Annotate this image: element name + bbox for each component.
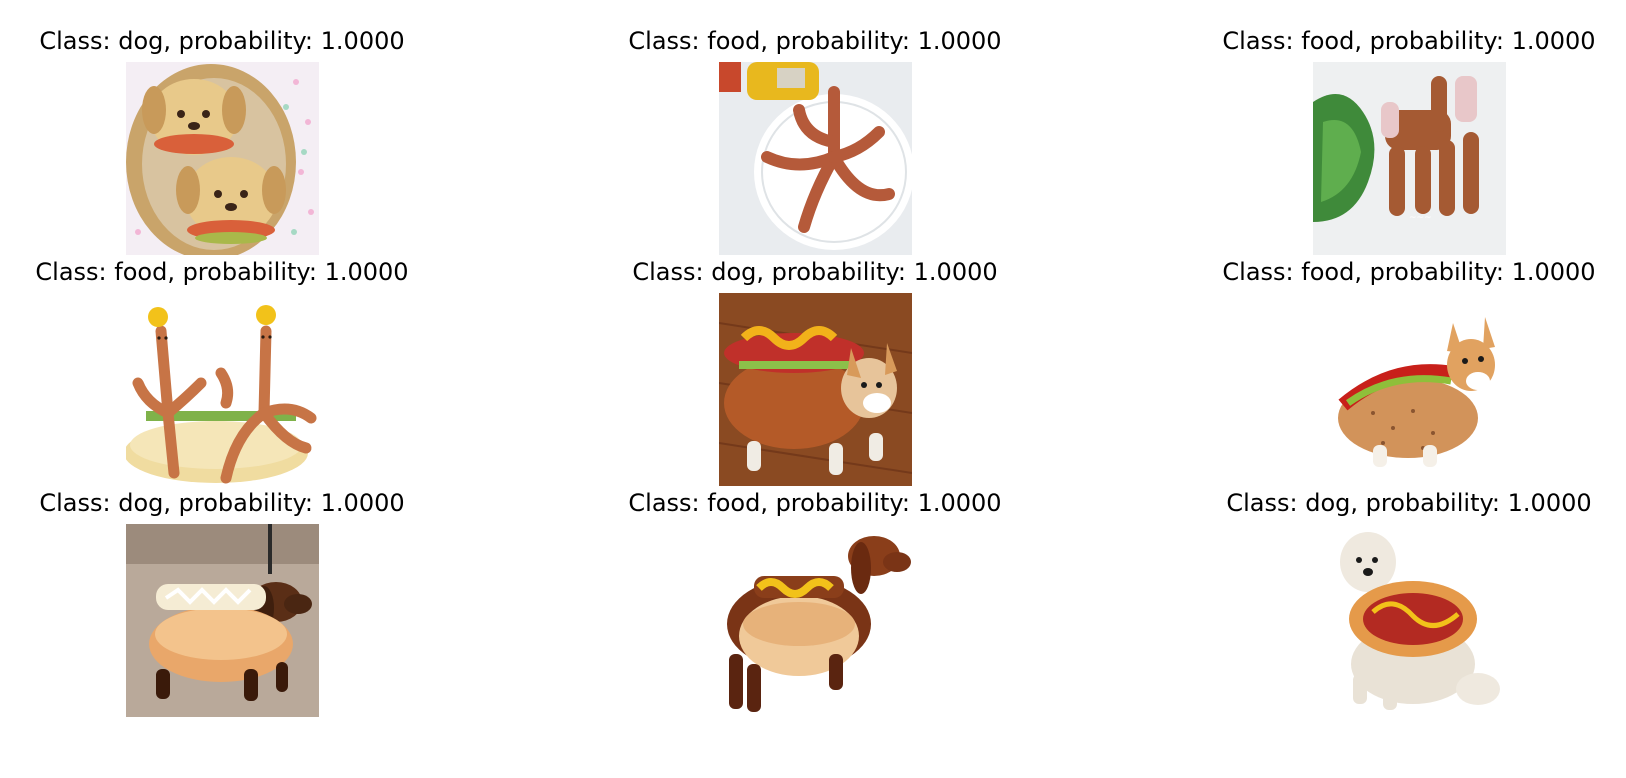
panel-8: Class: food, probability: 1.0000 [605, 467, 1025, 717]
panel-6: Class: food, probability: 1.0000 [1199, 236, 1619, 486]
panel-image-bread-puppy-buns [126, 62, 319, 255]
panel-4: Class: food, probability: 1.0000 [12, 236, 432, 486]
panel-image-corgi-hotdog-costume-floor [719, 293, 912, 486]
panel-title: Class: food, probability: 1.0000 [1222, 258, 1596, 286]
panel-title: Class: food, probability: 1.0000 [1222, 27, 1596, 55]
panel-9: Class: dog, probability: 1.0000 [1199, 467, 1619, 717]
panel-image-sausage-octopus-figures [126, 293, 319, 486]
image-sausage-elephant: ~~~ [1313, 62, 1506, 255]
panel-image-dachshund-hotdog-bun [719, 524, 912, 717]
panel-image-hotdog-octopus [719, 62, 912, 255]
image-dachshund-hotdog-street [126, 524, 319, 717]
image-white-dog-hotdog [1313, 524, 1506, 717]
image-dachshund-hotdog-bun [719, 524, 912, 717]
panel-title: Class: food, probability: 1.0000 [628, 489, 1002, 517]
panel-title: Class: dog, probability: 1.0000 [1226, 489, 1592, 517]
image-corgi-hotdog-costume-white [1313, 293, 1506, 486]
panel-image-corgi-hotdog-costume-white [1313, 293, 1506, 486]
image-sausage-octopus-figures [126, 293, 319, 486]
image-corgi-hotdog-costume-floor [719, 293, 912, 486]
panel-image-white-dog-hotdog [1313, 524, 1506, 717]
panel-3: Class: food, probability: 1.0000 [1199, 5, 1619, 255]
panel-5: Class: dog, probability: 1.0000 [605, 236, 1025, 486]
panel-title: Class: dog, probability: 1.0000 [39, 489, 405, 517]
panel-title: Class: dog, probability: 1.0000 [39, 27, 405, 55]
panel-7: Class: dog, probability: 1.0000 [12, 467, 432, 717]
panel-title: Class: food, probability: 1.0000 [35, 258, 409, 286]
image-bread-puppy-buns [126, 62, 319, 255]
panel-image-dachshund-hotdog-street [126, 524, 319, 717]
panel-title: Class: food, probability: 1.0000 [628, 27, 1002, 55]
svg-text:~~~: ~~~ [1409, 213, 1432, 223]
panel-title: Class: dog, probability: 1.0000 [632, 258, 998, 286]
panel-image-sausage-elephant: ~~~ [1313, 62, 1506, 255]
panel-2: Class: food, probability: 1.0000 [605, 5, 1025, 255]
panel-1: Class: dog, probability: 1.0000 [12, 5, 432, 255]
image-hotdog-octopus [719, 62, 912, 255]
